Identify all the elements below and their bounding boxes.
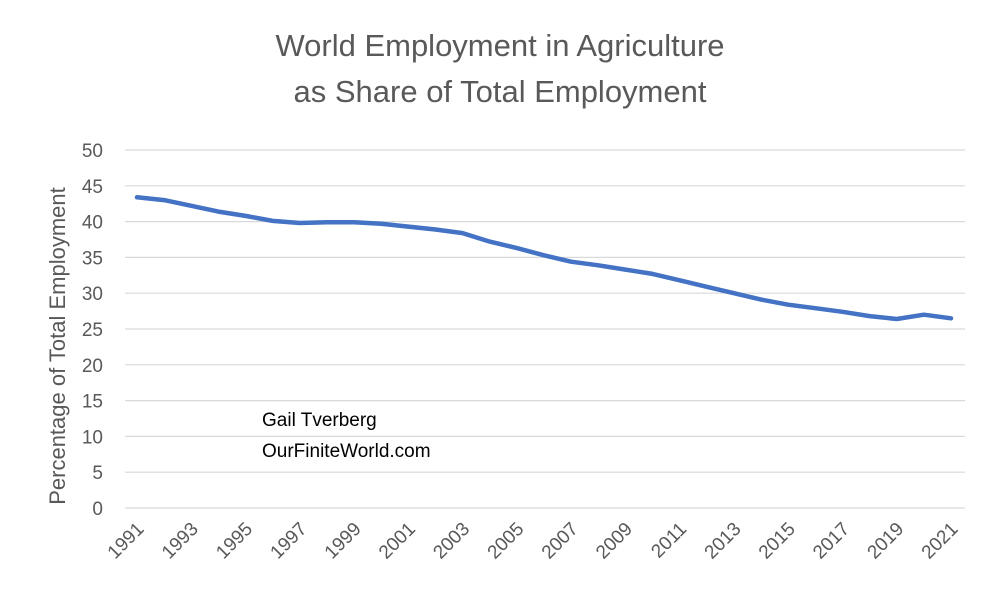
- y-tick-label: 5: [92, 463, 103, 484]
- x-tick-label: 2001: [375, 519, 420, 564]
- chart-title-line-1: World Employment in Agriculture: [275, 28, 725, 63]
- x-tick-label: 2019: [864, 519, 909, 564]
- y-tick-label: 25: [82, 320, 103, 341]
- y-tick-label: 30: [82, 284, 103, 305]
- author-annotation: Gail Tverberg: [262, 410, 377, 431]
- y-tick-label: 45: [82, 177, 103, 198]
- x-tick-label: 2011: [647, 519, 691, 563]
- x-tick-label: 1993: [158, 519, 203, 564]
- x-tick-label: 1999: [321, 519, 366, 564]
- y-tick-label: 40: [82, 213, 103, 234]
- x-tick-label: 2005: [484, 519, 529, 564]
- x-tick-label: 2009: [592, 519, 637, 564]
- y-tick-label: 35: [82, 248, 103, 269]
- chart-title-line-2: as Share of Total Employment: [293, 74, 707, 109]
- y-tick-label: 20: [82, 356, 103, 377]
- website-annotation: OurFiniteWorld.com: [262, 441, 431, 462]
- y-tick-label: 10: [82, 427, 103, 448]
- x-tick-label: 2007: [538, 519, 583, 564]
- x-tick-label: 2015: [755, 519, 800, 564]
- x-tick-label: 2017: [809, 519, 854, 564]
- x-tick-label: 1997: [267, 519, 312, 564]
- series-line: [134, 195, 954, 322]
- x-tick-label: 2003: [429, 519, 474, 564]
- x-tick-label: 2013: [701, 519, 746, 564]
- x-tick-label: 1991: [104, 519, 149, 564]
- y-tick-label: 0: [92, 499, 103, 520]
- y-tick-label: 15: [82, 392, 103, 413]
- y-tick-label: 50: [82, 141, 103, 162]
- x-tick-label: 2021: [918, 519, 963, 564]
- x-tick-label: 1995: [212, 519, 257, 564]
